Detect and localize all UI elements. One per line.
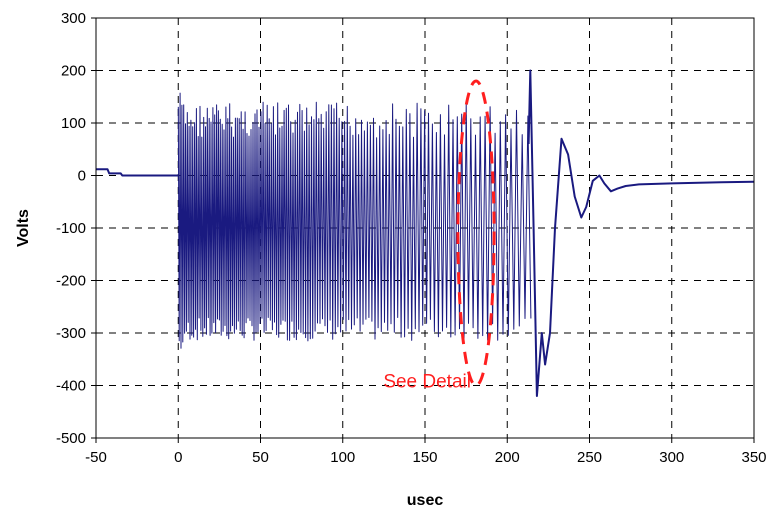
y-tick-label: 200 xyxy=(61,63,86,80)
y-tick-label: -400 xyxy=(56,378,86,395)
annotation-layer: See Detail xyxy=(383,79,496,393)
x-tick-label: 0 xyxy=(174,449,182,466)
y-axis-ticks: -500 -400 -300 -200 -100 0 100 200 300 xyxy=(56,10,96,447)
y-tick-label: 0 xyxy=(78,168,86,185)
see-detail-label: See Detail xyxy=(383,372,471,393)
y-tick-label: -500 xyxy=(56,430,86,447)
y-tick-label: 100 xyxy=(61,115,86,132)
x-tick-label: -50 xyxy=(85,449,107,466)
x-tick-label: 150 xyxy=(412,449,437,466)
y-tick-label: 300 xyxy=(61,10,86,27)
x-tick-label: 300 xyxy=(659,449,684,466)
series-layer xyxy=(96,69,755,397)
series-line-baseline xyxy=(96,168,179,177)
y-axis-title: Volts xyxy=(15,209,32,247)
y-tick-label: -100 xyxy=(56,220,86,237)
y-tick-label: -200 xyxy=(56,273,86,290)
series-line-ringdown xyxy=(527,69,755,397)
series-line-burst xyxy=(177,92,532,349)
grid-lines xyxy=(96,18,754,438)
x-axis-title: usec xyxy=(407,492,444,509)
x-tick-label: 250 xyxy=(577,449,602,466)
x-axis-ticks: -50 0 50 100 150 200 250 300 350 xyxy=(85,438,767,466)
x-tick-label: 50 xyxy=(252,449,269,466)
x-tick-label: 100 xyxy=(330,449,355,466)
x-tick-label: 350 xyxy=(741,449,766,466)
x-tick-label: 200 xyxy=(495,449,520,466)
y-tick-label: -300 xyxy=(56,325,86,342)
see-detail-ellipse xyxy=(456,79,496,387)
